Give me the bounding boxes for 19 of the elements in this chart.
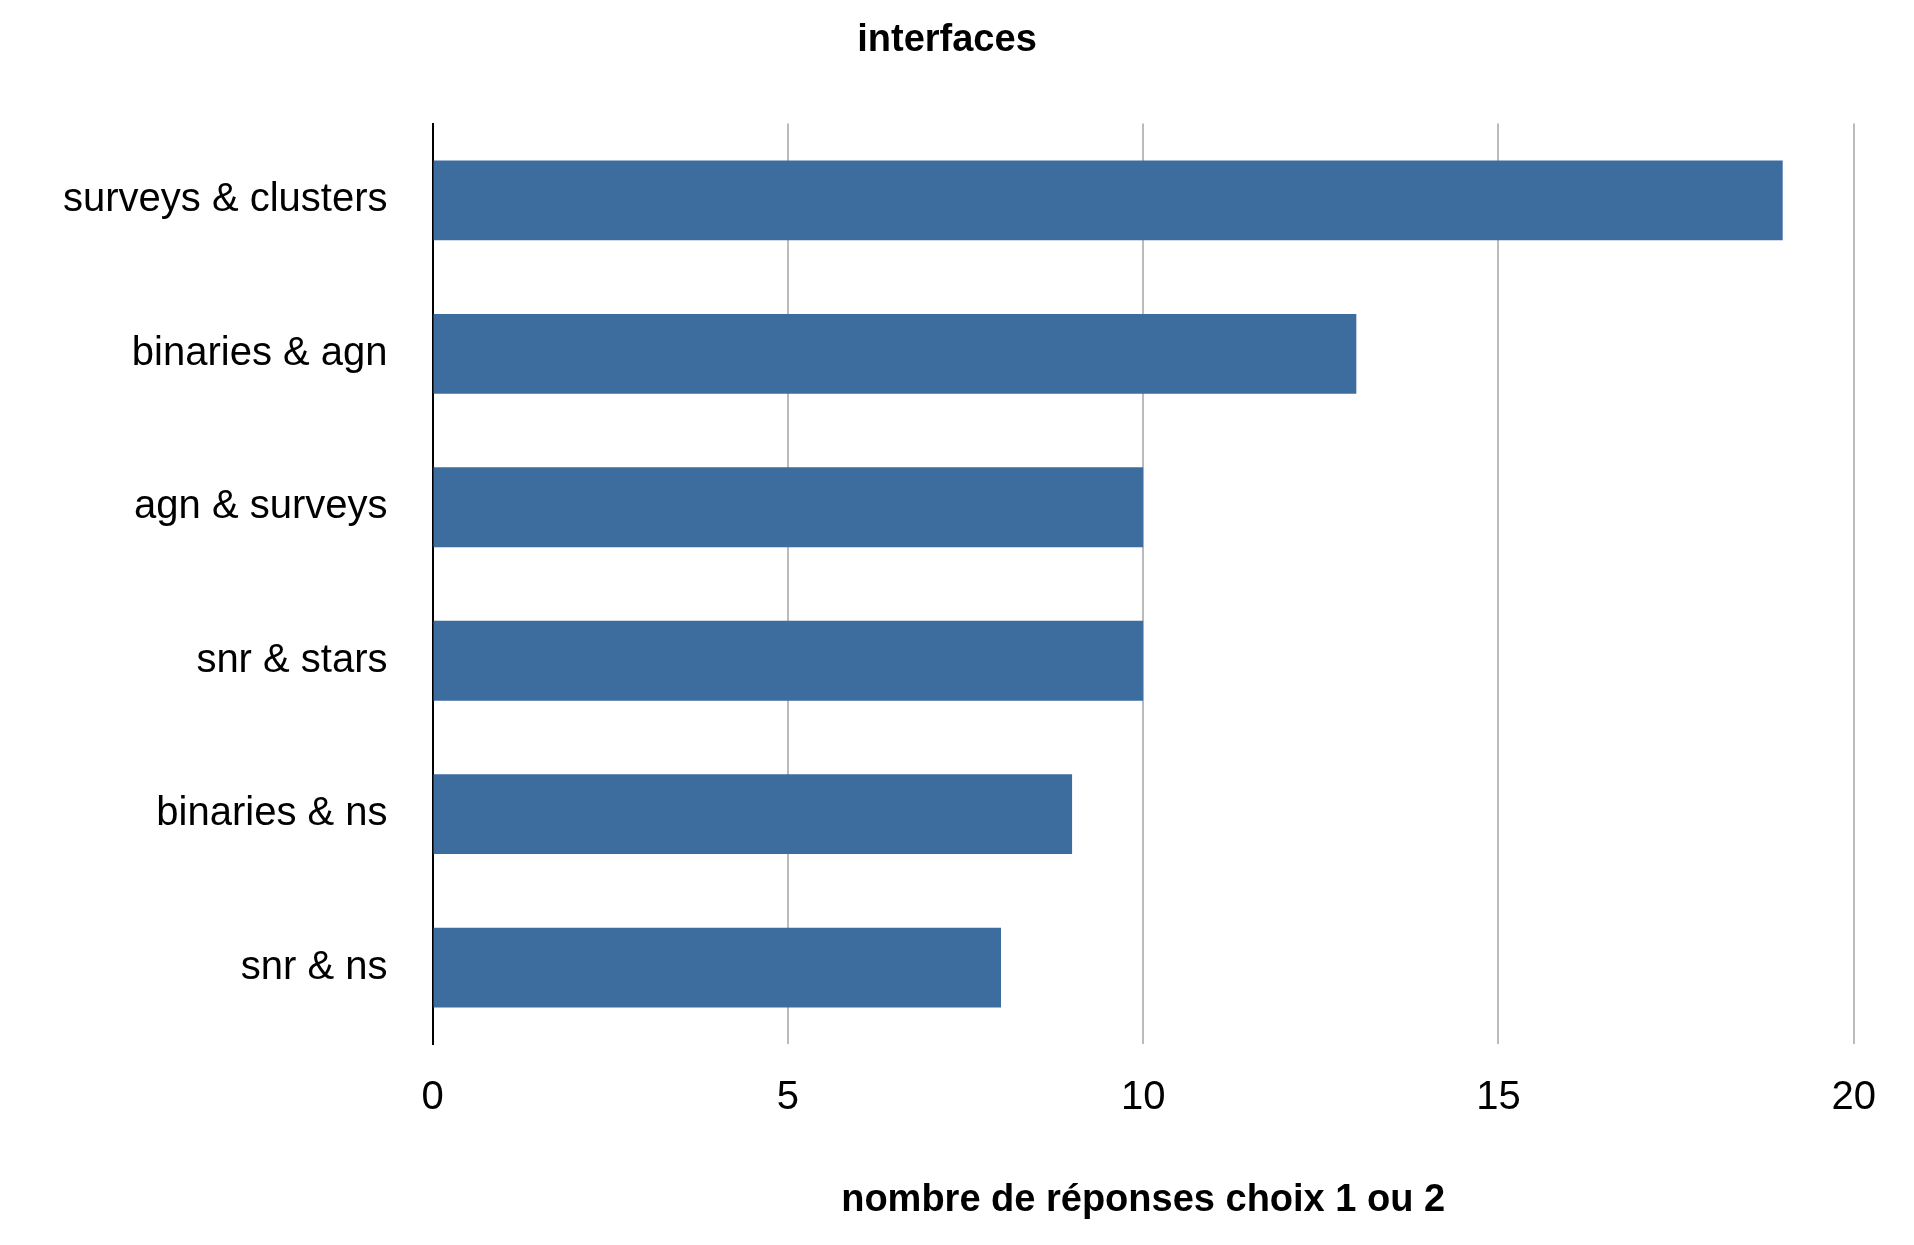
bar (433, 774, 1073, 855)
bar (433, 467, 1144, 548)
y-tick-label: snr & stars (196, 635, 388, 680)
y-tick-label: binaries & agn (131, 328, 388, 373)
bar (433, 160, 1783, 241)
x-tick-label: 10 (1120, 1073, 1166, 1118)
chart-title: interfaces (857, 17, 1037, 60)
y-tick-label: surveys & clusters (63, 175, 388, 220)
y-tick-label: snr & ns (240, 942, 388, 987)
x-tick-label: 15 (1476, 1073, 1521, 1118)
bar (433, 927, 1002, 1008)
bar (433, 313, 1357, 394)
x-tick-label: 0 (421, 1073, 444, 1118)
y-tick-label: binaries & ns (156, 789, 388, 834)
y-tick-label: agn & surveys (134, 482, 388, 527)
x-axis-title: nombre de réponses choix 1 ou 2 (841, 1176, 1446, 1219)
x-tick-label: 20 (1831, 1073, 1876, 1118)
x-tick-label: 5 (776, 1073, 799, 1118)
bar (433, 620, 1144, 701)
